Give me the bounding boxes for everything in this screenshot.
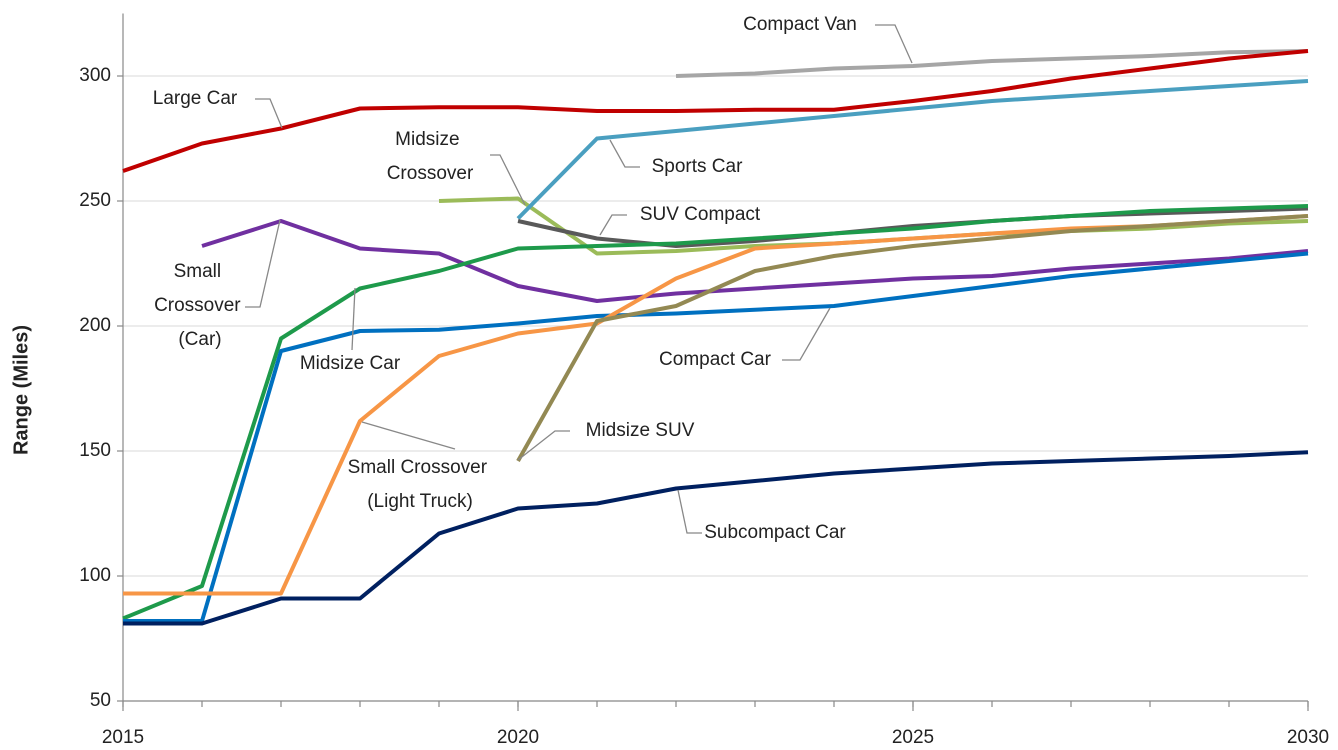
leader-line	[782, 307, 831, 361]
series-label: Compact Car	[659, 349, 772, 370]
label-line: Crossover	[154, 295, 246, 316]
leader-line	[599, 214, 627, 236]
label-line: Small	[174, 261, 227, 282]
series-label: Large Car	[153, 88, 238, 109]
leader-line	[361, 421, 456, 450]
leader-line	[490, 154, 526, 206]
label-line: (Car)	[178, 329, 221, 350]
label-line: Midsize	[395, 129, 465, 150]
label-line: (Light Truck)	[367, 491, 473, 512]
leader-line	[255, 98, 283, 129]
x-tick-label: 2015	[102, 727, 144, 748]
x-tick-label: 2030	[1287, 727, 1329, 748]
series-line	[516, 214, 1309, 462]
series-label: Midsize Crossover	[387, 129, 474, 184]
series-line	[122, 204, 1309, 621]
label-line: Small Crossover	[348, 457, 493, 478]
series-label: Compact Van	[743, 14, 857, 35]
series-label: SUV Compact	[640, 204, 761, 225]
leader-line	[609, 139, 640, 168]
series-line	[123, 251, 1309, 623]
leader-line	[517, 430, 570, 461]
series-line	[201, 219, 1309, 303]
leader-line	[351, 287, 356, 351]
y-axis-label: Range (Miles)	[10, 325, 32, 455]
series-label: Subcompact Car	[704, 522, 846, 543]
y-tick-label: 100	[79, 565, 111, 586]
y-tick-label: 250	[79, 190, 111, 211]
series-label: Midsize SUV	[586, 420, 695, 441]
leader-line	[677, 489, 702, 534]
series-line	[122, 49, 1309, 173]
label-line: Crossover	[387, 163, 474, 184]
series-line	[123, 450, 1309, 626]
series-line	[675, 49, 1309, 78]
leader-line	[245, 219, 281, 308]
leader-line	[875, 24, 913, 64]
x-tick-label: 2025	[892, 727, 934, 748]
y-tick-label: 300	[79, 65, 111, 86]
series-label: Small Crossover (Car)	[154, 261, 246, 350]
y-tick-label: 200	[79, 315, 111, 336]
y-tick-label: 50	[90, 690, 111, 711]
y-tick-label: 150	[79, 440, 111, 461]
series-label: Midsize Car	[300, 353, 401, 374]
series-label: Sports Car	[652, 156, 743, 177]
series-label: Small Crossover (Light Truck)	[348, 457, 493, 512]
x-tick-label: 2020	[497, 727, 539, 748]
series-line	[516, 79, 1309, 220]
